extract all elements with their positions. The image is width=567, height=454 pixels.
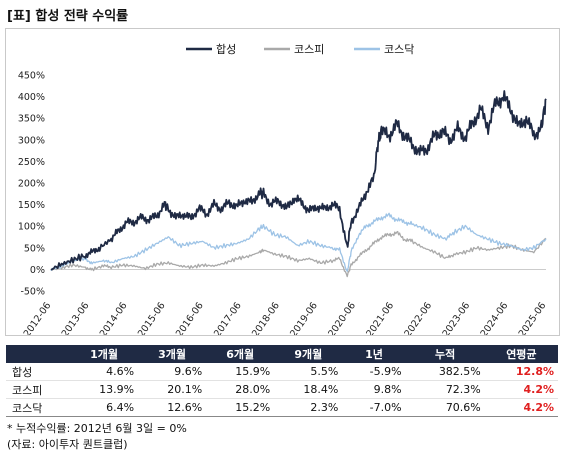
header-cell: 연평균 (484, 345, 558, 363)
table-cell: 13.9% (70, 380, 139, 399)
table-row: 합성 4.6% 9.6% 15.9% 5.5% -5.9% 382.5% 12.… (6, 363, 558, 381)
table-cell: 2.3% (274, 398, 343, 417)
legend-label: 합성 (216, 43, 236, 56)
x-tick-label: 2017-06 (212, 300, 244, 335)
y-tick-label: 300% (18, 135, 45, 146)
table-cell: 28.0% (206, 380, 275, 399)
legend-label: 코스닥 (384, 43, 414, 56)
table-cell: 9.8% (342, 380, 406, 399)
table-header-row: 1개월 3개월 6개월 9개월 1년 누적 연평균 (6, 345, 558, 363)
chart-title: [표] 합성 전략 수익률 (7, 9, 129, 24)
table-cell: -7.0% (342, 398, 406, 417)
y-tick-label: 250% (18, 157, 45, 168)
table-cell: 15.9% (206, 363, 275, 381)
chart-frame: -50% 0% 50% 100% 150% 200% 250% 300% 350% 400% 450… (5, 28, 560, 336)
x-tick-label: 2025-06 (517, 300, 549, 335)
table-cell: 4.6% (70, 363, 139, 381)
table-cell: 6.4% (70, 398, 139, 417)
line-chart: -50% 0% 50% 100% 150% 200% 250% 300% 350% 400% 450… (18, 43, 549, 335)
x-tick-label: 2014-06 (98, 300, 130, 335)
table-cell: 15.2% (206, 398, 275, 417)
x-tick-label: 2019-06 (288, 300, 320, 335)
x-tick-label: 2012-06 (22, 300, 54, 335)
table-cell-highlight: 4.2% (484, 398, 558, 417)
x-tick-label: 2022-06 (402, 300, 434, 335)
row-label: 코스피 (6, 380, 70, 399)
x-tick-label: 2020-06 (326, 300, 358, 335)
y-tick-label: 0% (30, 265, 45, 276)
source-note: (자료: 아이투자 퀀트클럽) (7, 438, 128, 451)
table-cell: -5.9% (342, 363, 406, 381)
y-tick-label: 400% (18, 92, 45, 103)
x-tick-label: 2018-06 (250, 300, 282, 335)
table-cell: 70.6% (405, 398, 485, 417)
x-tick-label: 2013-06 (60, 300, 92, 335)
legend-label: 코스피 (294, 43, 324, 56)
table-cell: 18.4% (274, 380, 343, 399)
y-tick-label: 100% (18, 222, 45, 233)
table-cell: 72.3% (405, 380, 485, 399)
header-cell: 누적 (405, 345, 485, 363)
footnote: * 누적수익률: 2012년 6월 3일 = 0% (7, 422, 187, 435)
y-tick-label: 350% (18, 114, 45, 125)
header-cell: 9개월 (274, 345, 343, 363)
x-tick-label: 2024-06 (479, 300, 511, 335)
y-tick-label: 450% (18, 71, 45, 82)
y-tick-label: 50% (24, 243, 45, 254)
x-tick-label: 2021-06 (364, 300, 396, 335)
table-cell-highlight: 12.8% (484, 363, 558, 381)
header-cell (6, 345, 70, 363)
y-tick-label: 200% (18, 179, 45, 190)
table-row: 코스피 13.9% 20.1% 28.0% 18.4% 9.8% 72.3% 4… (6, 380, 558, 399)
table-cell-highlight: 4.2% (484, 380, 558, 399)
row-label: 합성 (6, 363, 70, 381)
series-line-composite (50, 90, 547, 271)
table-cell: 5.5% (274, 363, 343, 381)
x-tick-label: 2015-06 (136, 300, 168, 335)
x-tick-label: 2023-06 (441, 300, 473, 335)
row-label: 코스닥 (6, 398, 70, 417)
header-cell: 1년 (342, 345, 406, 363)
table-cell: 12.6% (138, 398, 207, 417)
x-tick-label: 2016-06 (174, 300, 206, 335)
returns-table: 1개월 3개월 6개월 9개월 1년 누적 연평균 합성 4.6% 9.6% 1… (6, 345, 558, 417)
table-cell: 20.1% (138, 380, 207, 399)
table-cell: 9.6% (138, 363, 207, 381)
header-cell: 3개월 (138, 345, 207, 363)
series-line-kospi (50, 230, 547, 278)
y-tick-label: 150% (18, 200, 45, 211)
header-cell: 1개월 (70, 345, 139, 363)
series-line-kosdaq (50, 212, 547, 272)
y-tick-label: -50% (20, 287, 45, 298)
header-cell: 6개월 (206, 345, 275, 363)
table-cell: 382.5% (405, 363, 485, 381)
table-row: 코스닥 6.4% 12.6% 15.2% 2.3% -7.0% 70.6% 4.… (6, 398, 558, 417)
